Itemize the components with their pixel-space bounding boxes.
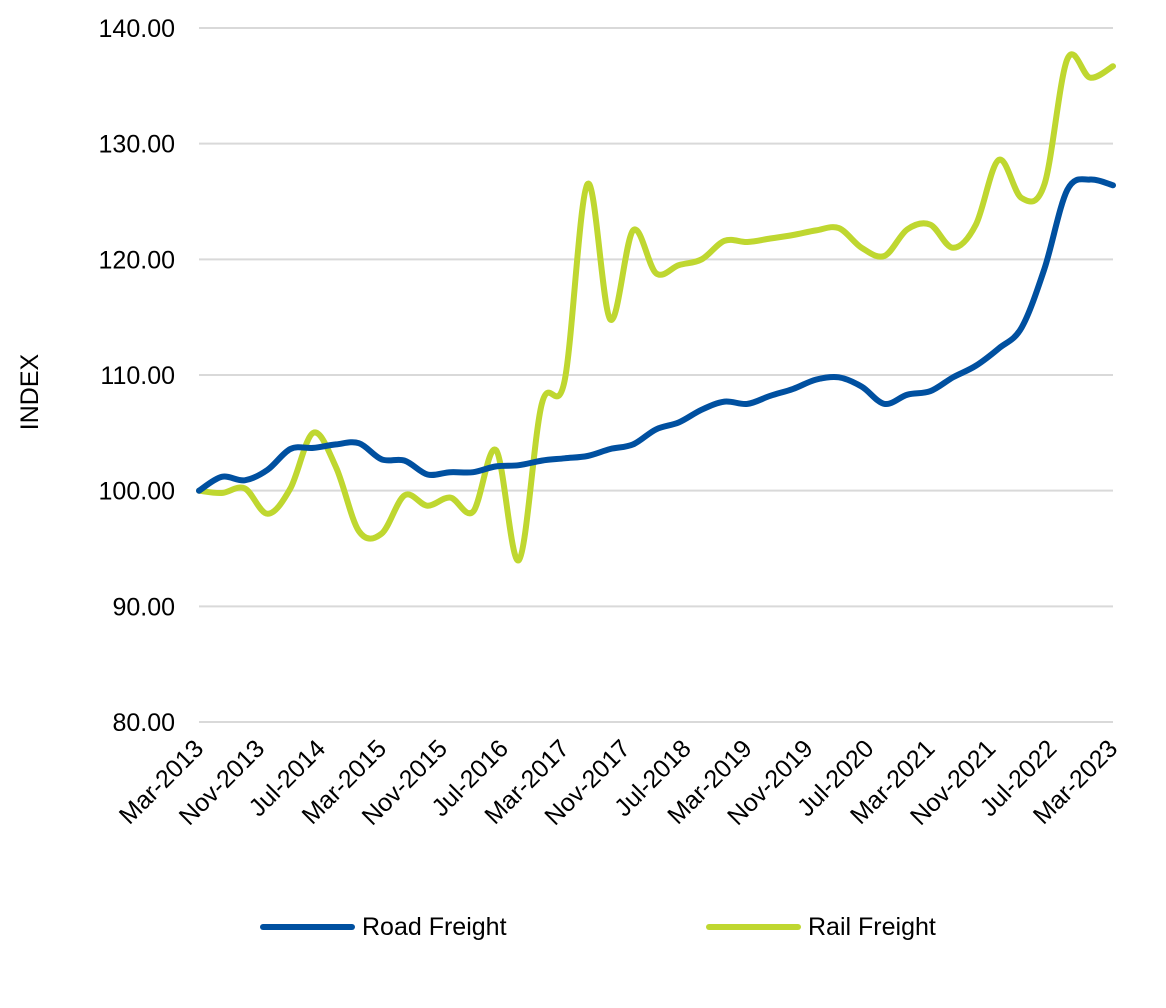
y-tick-label: 90.00 — [112, 593, 175, 621]
legend-label: Road Freight — [362, 913, 507, 941]
legend: Road Freight Rail Freight — [260, 913, 936, 941]
y-axis-label: INDEX — [16, 353, 44, 430]
y-axis-ticks: 80.00 90.00 100.00 110.00 120.00 130.00 140.00 — [99, 15, 175, 737]
legend-item: Rail Freight — [706, 913, 936, 941]
y-tick-label: 80.00 — [112, 709, 175, 737]
y-tick-label: 130.00 — [99, 131, 175, 159]
legend-item: Road Freight — [260, 913, 507, 941]
series-line-rail-freight — [196, 51, 1116, 564]
y-tick-label: 110.00 — [100, 362, 175, 390]
y-tick-label: 120.00 — [99, 246, 175, 274]
x-axis-ticks: Mar-2013Nov-2013Jul-2014Mar-2015Nov-2015… — [114, 734, 1123, 831]
y-tick-label: 100.00 — [99, 478, 175, 506]
legend-label: Rail Freight — [808, 913, 936, 941]
series-lines — [196, 51, 1116, 564]
gridlines — [199, 27, 1113, 723]
y-tick-label: 140.00 — [99, 15, 175, 43]
series-line-road-freight — [196, 176, 1116, 494]
